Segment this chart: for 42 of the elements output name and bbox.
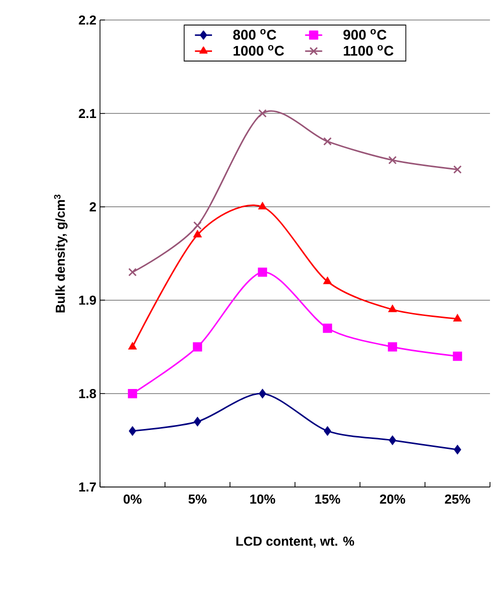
- x-tick-label: 15%: [315, 494, 340, 504]
- y-axis-title: Bulk density, g/cm$^{3}$: [54, 194, 68, 312]
- legend-label: 900 $^{o}$C: [343, 29, 386, 40]
- point: [452, 352, 462, 361]
- y-tick-label: 2.1: [78, 108, 96, 118]
- point: [258, 109, 266, 118]
- point: [258, 268, 268, 277]
- x-tick-label: 25%: [444, 494, 470, 504]
- point: [193, 230, 202, 238]
- x-tick-label: 5%: [188, 494, 207, 504]
- point: [322, 324, 332, 333]
- legend-label: 1000 $^{o}$C: [234, 45, 284, 56]
- point: [258, 202, 267, 210]
- point: [324, 426, 332, 436]
- point: [454, 445, 462, 454]
- point: [388, 304, 397, 312]
- y-tick-label: 1.7: [79, 482, 96, 492]
- point: [193, 221, 202, 230]
- point: [258, 389, 266, 398]
- point: [388, 436, 396, 445]
- point: [323, 276, 332, 284]
- y-tick-label: 2: [90, 202, 96, 212]
- point: [128, 342, 137, 350]
- point: [323, 137, 332, 146]
- point: [453, 314, 462, 322]
- point: [388, 342, 398, 352]
- x-tick-label: 0%: [124, 494, 142, 504]
- x-axis-title: LCD content, wt. %: [236, 536, 354, 548]
- point: [194, 417, 202, 426]
- point: [453, 165, 462, 174]
- point: [128, 389, 138, 398]
- x-tick-label: 20%: [380, 494, 406, 504]
- point: [192, 342, 202, 352]
- point: [128, 426, 136, 436]
- y-tick-label: 1.9: [79, 296, 96, 305]
- legend-label: 1100 $^{o}$C: [344, 45, 394, 56]
- x-tick-label: 10%: [250, 494, 276, 504]
- point: [128, 268, 136, 276]
- point: [388, 156, 396, 164]
- legend-label: 800 $^{o}$C: [233, 29, 276, 40]
- y-tick-label: 2.2: [78, 15, 96, 25]
- y-tick-label: 1.8: [79, 388, 96, 398]
